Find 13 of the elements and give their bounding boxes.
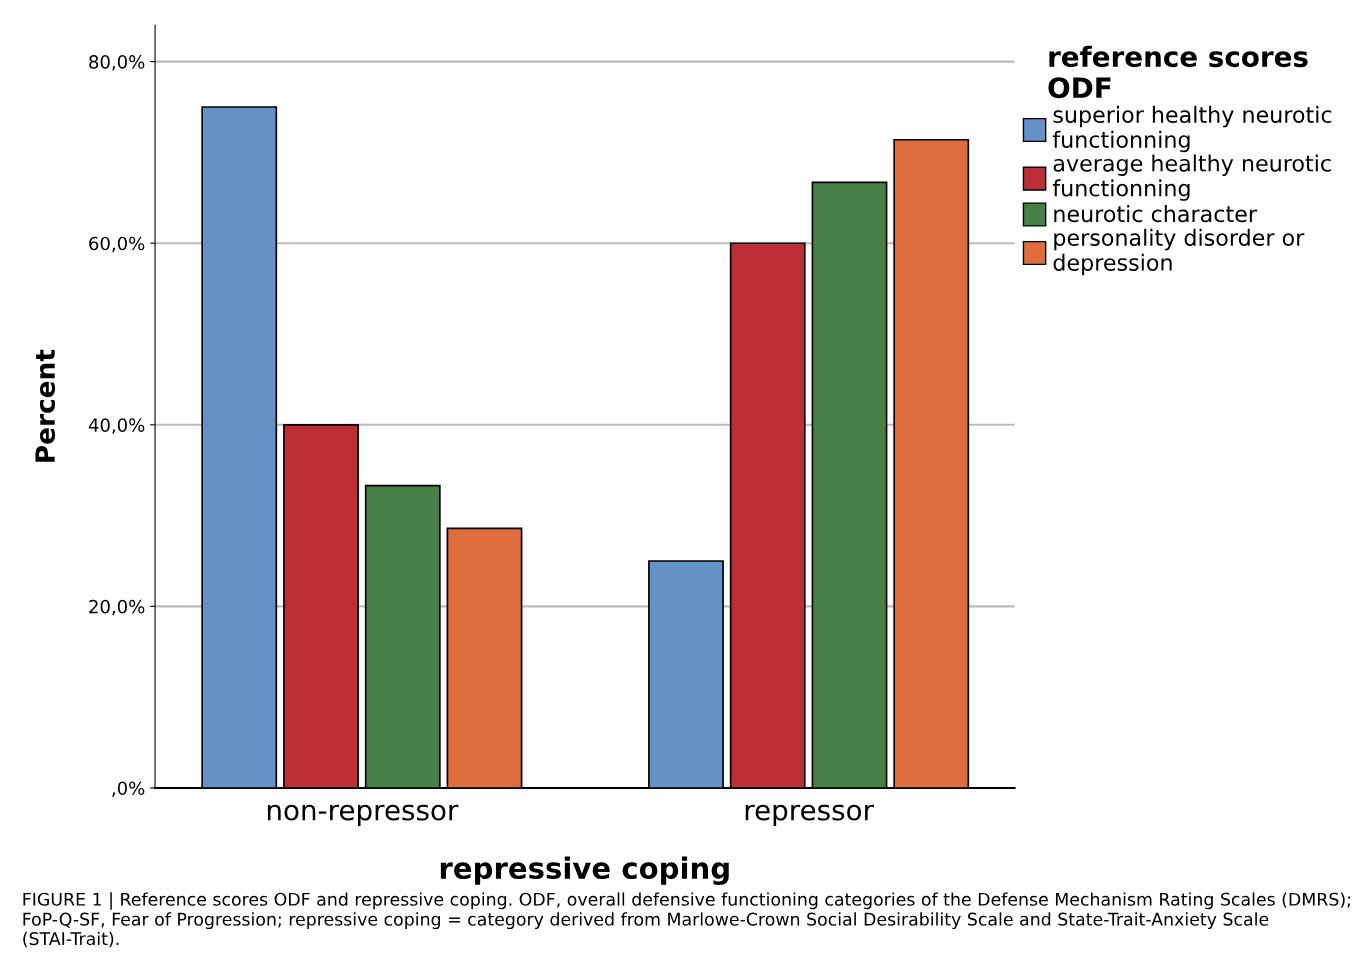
y-axis-title: Percent [35, 349, 56, 462]
legend-title: reference scores ODF [1048, 45, 1308, 99]
caption: FIGURE 1 | Reference scores ODF and repressive coping. ODF, overall defensive functioning categories of the Defense Mechanism Rating Scales (DMRS); FoP-Q-SF, Fear of Progression; repressive coping = category derived from Marlowe-Crown Social Desirability Scale and State-Trait-Anxiety Scale (STAI-Trait). [23, 892, 1350, 948]
y-tick-label: 40,0% [88, 418, 145, 434]
x-tick-label: repressor [745, 804, 874, 826]
y-tick-label: 20,0% [89, 599, 145, 616]
y-tick-label: ,0% [112, 781, 145, 797]
legend-label: personality disorder or depression [1053, 228, 1305, 276]
legend-label: neurotic character [1054, 205, 1257, 223]
y-tick-label: 80,0% [89, 55, 145, 71]
x-tick-label: non-repressor [267, 804, 459, 826]
x-axis-title: repressive coping [440, 856, 729, 885]
y-tick-label: 60,0% [89, 236, 145, 253]
